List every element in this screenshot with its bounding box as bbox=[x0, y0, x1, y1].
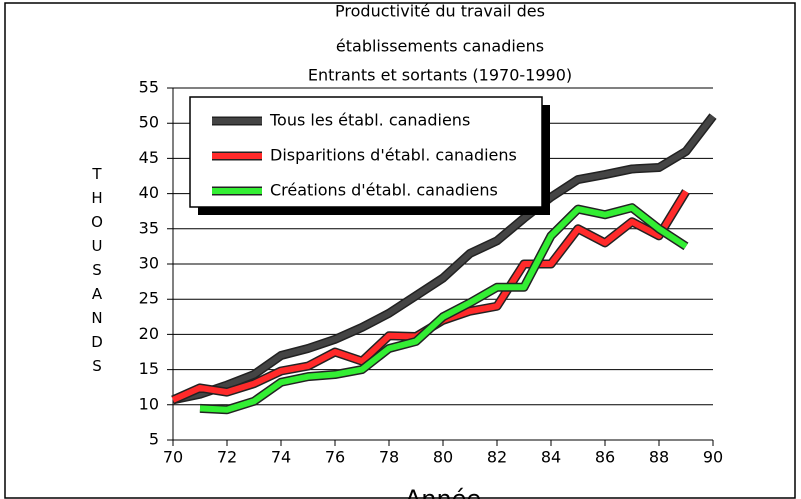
legend-label: Disparitions d'établ. canadiens bbox=[270, 146, 517, 165]
x-tick-label: 90 bbox=[703, 448, 723, 467]
y-tick-label: 50 bbox=[139, 113, 159, 132]
x-tick-label: 80 bbox=[433, 448, 453, 467]
chart-title: établissements canadiens bbox=[336, 37, 544, 56]
x-tick-label: 70 bbox=[163, 448, 183, 467]
y-tick-label: 45 bbox=[139, 148, 159, 167]
series-outline bbox=[171, 189, 690, 404]
y-axis-label: THOUSANDS bbox=[88, 165, 106, 381]
series-line bbox=[199, 204, 688, 413]
y-tick-label: 25 bbox=[139, 289, 159, 308]
x-tick-label: 86 bbox=[595, 448, 615, 467]
x-tick-label: 84 bbox=[541, 448, 561, 467]
legend-label: Créations d'établ. canadiens bbox=[270, 181, 498, 200]
chart-title: Entrants et sortants (1970-1990) bbox=[308, 66, 572, 85]
x-tick-label: 76 bbox=[325, 448, 345, 467]
series-line bbox=[172, 114, 716, 403]
legend-label: Tous les établ. canadiens bbox=[269, 111, 470, 130]
y-tick-label: 55 bbox=[139, 78, 159, 97]
y-tick-label: 30 bbox=[139, 254, 159, 273]
y-tick-label: 35 bbox=[139, 218, 159, 237]
x-tick-label: 88 bbox=[649, 448, 669, 467]
chart-title: Productivité du travail des bbox=[335, 2, 545, 21]
series-line bbox=[171, 189, 689, 403]
y-tick-label: 10 bbox=[139, 394, 159, 413]
y-tick-label: 5 bbox=[149, 430, 159, 449]
x-axis-label: Année bbox=[405, 485, 481, 499]
y-tick-label: 40 bbox=[139, 183, 159, 202]
frame bbox=[4, 2, 796, 499]
x-tick-label: 72 bbox=[217, 448, 237, 467]
x-tick-label: 82 bbox=[487, 448, 507, 467]
y-tick-label: 15 bbox=[139, 359, 159, 378]
x-tick-label: 78 bbox=[379, 448, 399, 467]
x-tick-label: 74 bbox=[271, 448, 291, 467]
y-tick-label: 20 bbox=[139, 324, 159, 343]
